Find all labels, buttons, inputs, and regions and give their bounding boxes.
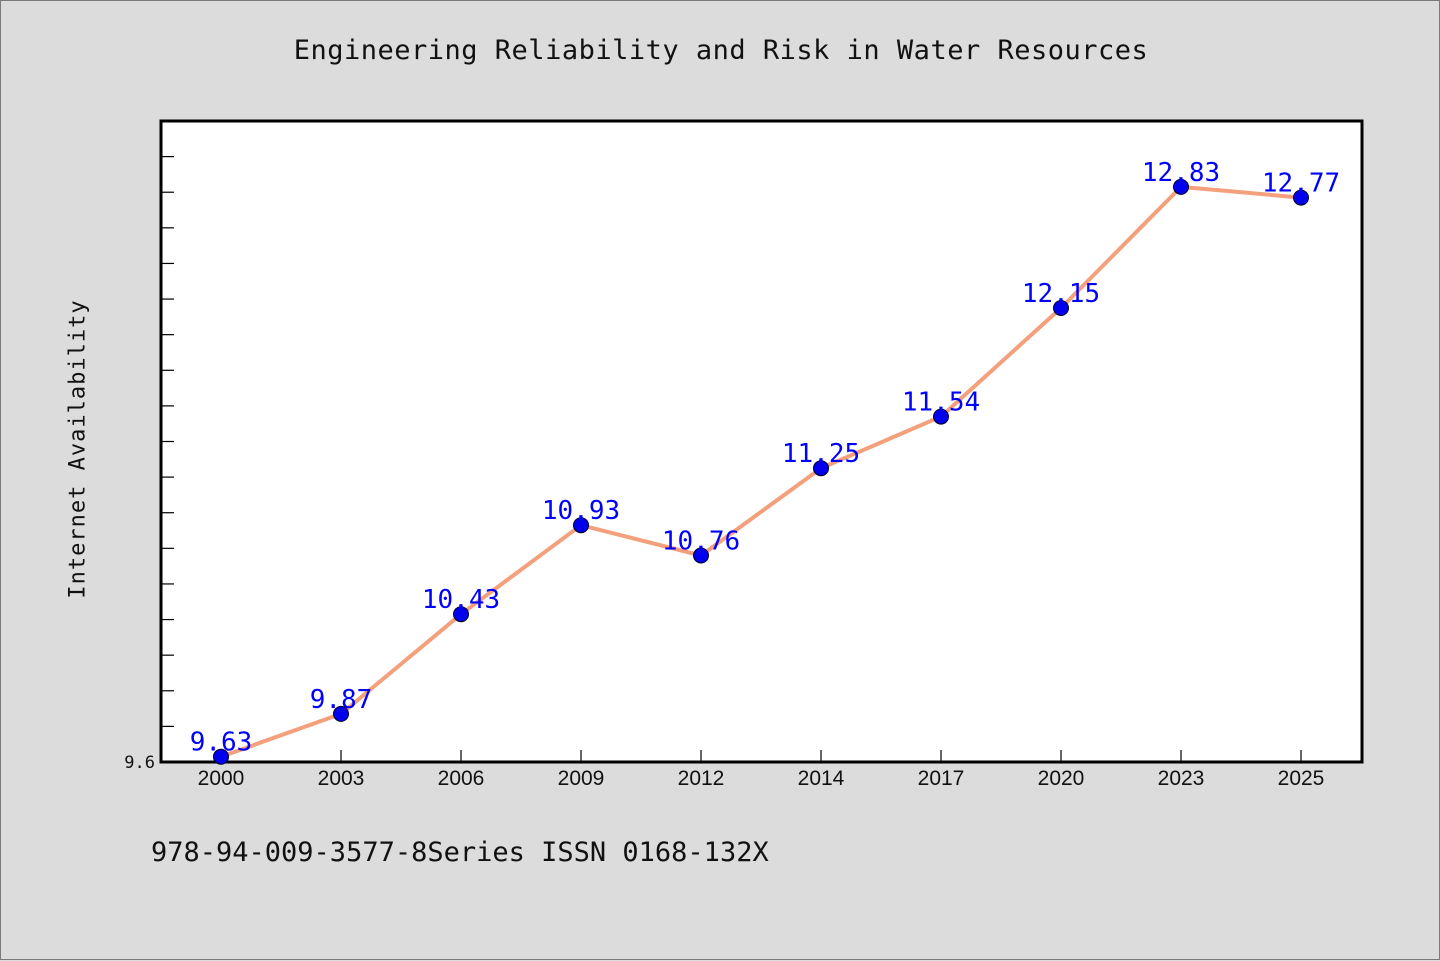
data-point — [693, 547, 709, 564]
data-markers — [213, 178, 1309, 765]
data-point — [573, 517, 589, 534]
data-label: 11.25 — [782, 439, 860, 469]
x-tick-label: 2009 — [558, 767, 605, 790]
data-label: 10.76 — [662, 527, 740, 557]
data-label: 10.93 — [542, 496, 620, 526]
x-tick-label: 2012 — [678, 767, 725, 790]
x-tick-label: 2025 — [1278, 767, 1325, 790]
data-point — [933, 408, 949, 425]
data-label: 12.83 — [1142, 158, 1220, 188]
data-point — [1173, 178, 1189, 195]
data-label: 9.63 — [190, 728, 253, 758]
x-tick-label: 2023 — [1158, 767, 1205, 790]
data-label: 11.54 — [902, 388, 980, 418]
data-point — [213, 748, 229, 765]
y-tick-label: 9.6 — [124, 753, 155, 773]
data-point — [333, 705, 349, 722]
x-tick-label: 2006 — [438, 767, 485, 790]
plot-area — [159, 119, 1364, 764]
x-tick-label: 2000 — [198, 767, 245, 790]
data-label: 12.15 — [1022, 279, 1100, 309]
x-tick-label: 2014 — [798, 767, 845, 790]
x-tick-label: 2017 — [918, 767, 965, 790]
y-axis-ticks — [161, 120, 174, 727]
chart-title: Engineering Reliability and Risk in Wate… — [293, 35, 1149, 66]
x-tick-label: 2003 — [318, 767, 365, 790]
y-axis-tick-labels: 9.6 — [124, 753, 155, 773]
data-point — [453, 606, 469, 623]
x-axis-tick-labels: 2000 2003 2006 2009 2012 2014 2017 2020 2023 2025 — [198, 767, 1325, 790]
data-point — [1053, 300, 1069, 316]
data-point — [1293, 189, 1309, 206]
data-label: 9.87 — [310, 685, 373, 715]
data-label: 12.77 — [1262, 169, 1340, 199]
series-line — [219, 184, 1303, 759]
footer-note: 978-94-009-3577-8Series ISSN 0168-132X — [151, 837, 769, 868]
data-label: 10.43 — [422, 585, 500, 615]
x-tick-label: 2020 — [1038, 767, 1085, 790]
data-labels: 9.63 9.87 10.43 10.93 10.76 11.25 11.54 12.15 12… — [190, 158, 1340, 758]
data-point — [813, 460, 829, 477]
